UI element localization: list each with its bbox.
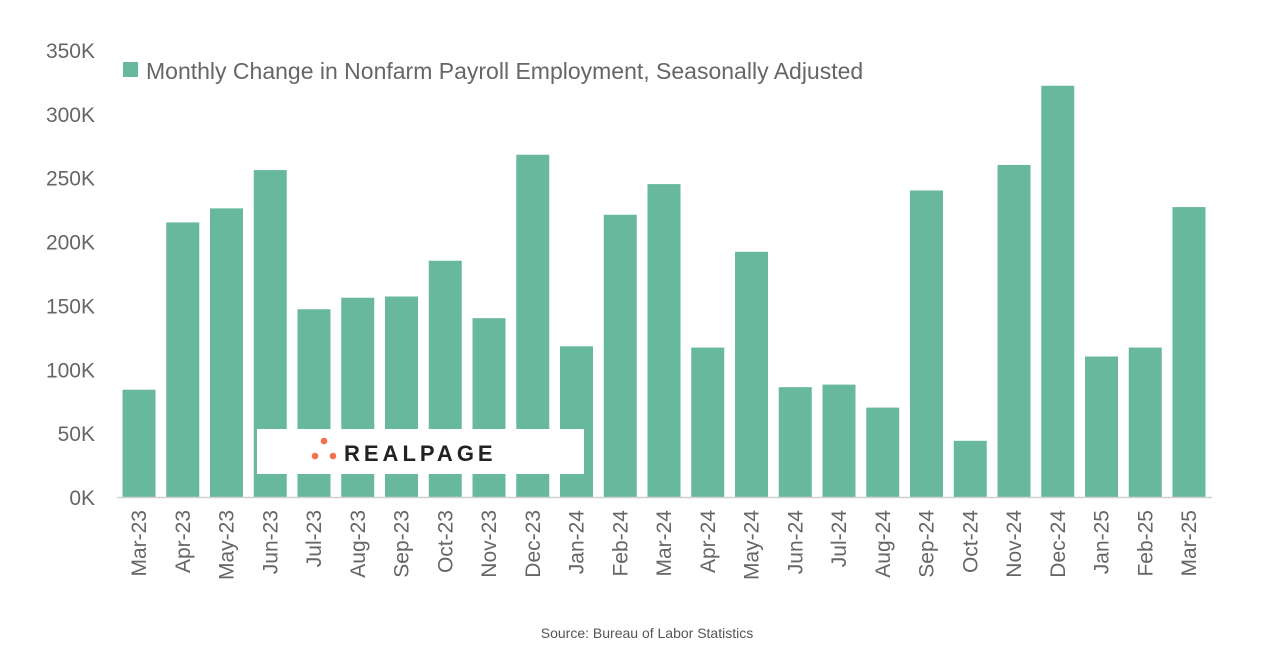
x-tick-label: Dec-23 xyxy=(522,510,545,578)
x-tick-label: Jun-23 xyxy=(259,510,282,574)
x-tick-label: Apr-23 xyxy=(172,510,195,573)
y-tick-label: 300K xyxy=(46,104,95,127)
y-tick-label: 200K xyxy=(46,232,95,255)
x-tick-label: Feb-24 xyxy=(609,510,632,577)
x-tick-label: Sep-23 xyxy=(391,510,414,578)
x-tick-label: Jul-23 xyxy=(303,510,326,567)
x-tick-label: Sep-24 xyxy=(916,510,939,578)
bar xyxy=(997,164,1031,497)
legend-swatch xyxy=(123,62,138,77)
bar xyxy=(210,208,243,497)
x-tick-label: Dec-24 xyxy=(1047,510,1070,578)
x-tick-label: Feb-25 xyxy=(1134,510,1157,577)
x-axis: Mar-23 Apr-23 May-23 Jun-23 Jul-23 Aug-23 Sep-… xyxy=(128,510,1201,580)
x-tick-label: Mar-24 xyxy=(653,510,676,577)
y-tick-label: 50K xyxy=(58,423,95,446)
bar xyxy=(1128,347,1162,497)
bar xyxy=(1085,356,1118,497)
bar xyxy=(866,407,900,497)
y-tick-label: 0K xyxy=(69,487,95,510)
bar xyxy=(560,346,593,497)
source-note: Source: Bureau of Labor Statistics xyxy=(541,625,753,641)
x-tick-label: Nov-24 xyxy=(1003,510,1026,578)
legend: Monthly Change in Nonfarm Payroll Employ… xyxy=(123,58,863,84)
bar xyxy=(822,384,856,497)
bar xyxy=(166,222,200,497)
bar xyxy=(953,440,987,497)
y-axis: 0K 50K 100K 150K 200K 250K 300K 350K xyxy=(46,40,95,510)
y-tick-label: 100K xyxy=(46,359,95,382)
legend-label: Monthly Change in Nonfarm Payroll Employ… xyxy=(146,58,863,84)
bar xyxy=(603,214,637,497)
x-tick-label: Aug-23 xyxy=(347,510,370,578)
bar xyxy=(778,387,812,497)
x-tick-label: Jul-24 xyxy=(828,510,851,568)
x-tick-label: Mar-23 xyxy=(128,510,151,577)
bar xyxy=(1172,207,1206,498)
logo-text: REALPAGE xyxy=(344,441,497,466)
bar xyxy=(647,184,681,497)
x-tick-label: May-24 xyxy=(741,510,764,580)
y-tick-label: 250K xyxy=(46,168,95,191)
x-tick-label: Nov-23 xyxy=(478,510,501,578)
bar xyxy=(735,251,768,497)
x-tick-label: Aug-24 xyxy=(872,510,895,578)
y-tick-label: 150K xyxy=(46,295,95,318)
x-tick-label: Mar-25 xyxy=(1178,510,1201,577)
logo-dot xyxy=(320,437,328,445)
x-tick-label: Jun-24 xyxy=(784,510,807,575)
x-tick-label: Apr-24 xyxy=(697,510,720,573)
logo-dot xyxy=(311,452,319,460)
realpage-watermark: REALPAGE xyxy=(257,429,584,474)
x-tick-label: Oct-23 xyxy=(434,510,457,573)
watermark-background xyxy=(257,429,584,474)
x-tick-label: Jan-24 xyxy=(566,510,589,575)
bar xyxy=(122,389,156,497)
y-tick-label: 350K xyxy=(46,40,95,63)
bar xyxy=(910,190,943,497)
logo-dot xyxy=(329,452,337,460)
x-tick-label: Oct-24 xyxy=(959,510,982,573)
bar xyxy=(691,347,725,497)
x-tick-label: Jan-25 xyxy=(1091,510,1114,574)
x-tick-label: May-23 xyxy=(216,510,239,580)
bar xyxy=(1041,85,1075,497)
